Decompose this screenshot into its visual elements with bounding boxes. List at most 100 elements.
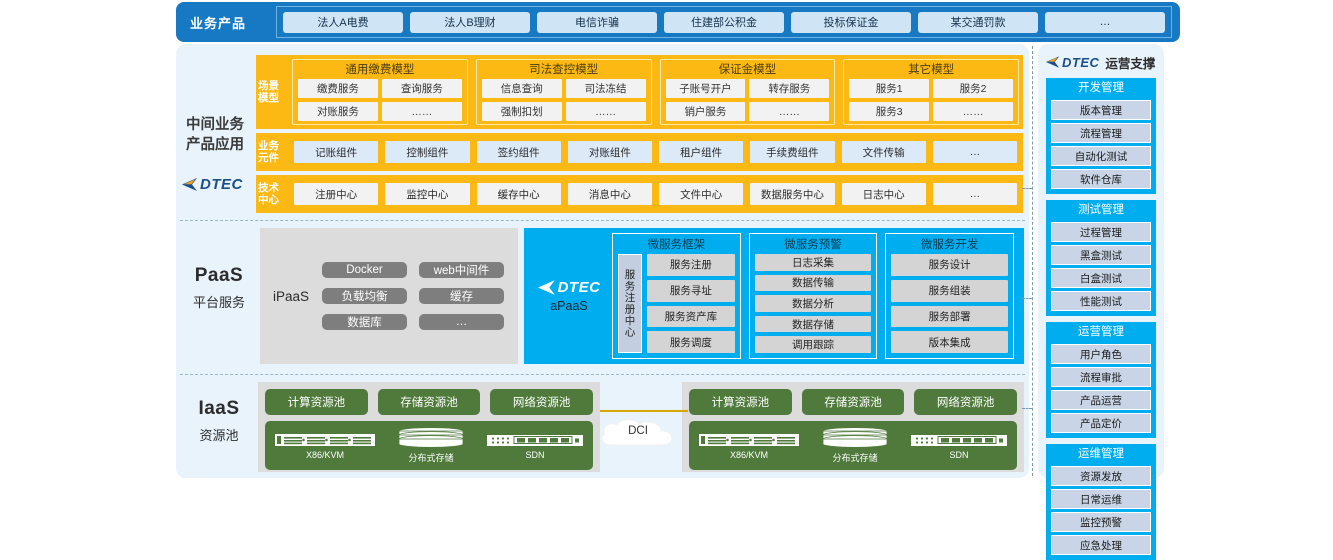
model-cell[interactable]: 服务3 [849, 102, 930, 121]
ipaas-cell[interactable]: Docker [322, 262, 407, 278]
sidebar-section-title: 运营管理 [1078, 326, 1124, 338]
dtec-arrow-icon [1046, 56, 1060, 68]
business-product-title: 业务产品 [190, 15, 247, 31]
switch-icon [911, 434, 1007, 446]
model-cell[interactable]: 强制扣划 [481, 102, 562, 121]
sidebar-item[interactable]: 白盒测试 [1051, 268, 1151, 288]
model-cell[interactable]: 转存服务 [749, 79, 830, 98]
ipaas-cell[interactable]: 缓存 [419, 288, 504, 304]
resource-pool[interactable]: 存储资源池 [377, 389, 481, 415]
sidebar-item[interactable]: 应急处理 [1051, 535, 1151, 555]
technical-center-item[interactable]: 消息中心 [567, 183, 652, 205]
ipaas-cell[interactable]: web中间件 [419, 262, 504, 278]
business-component[interactable]: 文件传输 [841, 141, 926, 163]
ipaas-cell[interactable]: 数据库 [322, 314, 407, 330]
product-chip[interactable]: … [1045, 11, 1165, 33]
dtec-logo-text: DTEC [200, 175, 243, 193]
sidebar-item[interactable]: 过程管理 [1051, 222, 1151, 242]
sidebar-item[interactable]: 黑盒测试 [1051, 245, 1151, 265]
product-chip[interactable]: 住建部公积金 [664, 11, 784, 33]
switch-icon [487, 434, 583, 446]
resource-pool[interactable]: 计算资源池 [689, 389, 792, 415]
product-chip[interactable]: 电信诈骗 [537, 11, 657, 33]
model-cell[interactable]: 司法冻结 [565, 79, 646, 98]
microservice-item[interactable]: 服务资产库 [647, 305, 735, 328]
model-cell[interactable]: …… [565, 102, 646, 121]
sidebar-section-operation: 运营管理 用户角色 流程审批 产品运营 产品定价 [1046, 322, 1156, 438]
resource-pool[interactable]: 网络资源池 [490, 389, 594, 415]
resource-pool[interactable]: 网络资源池 [914, 389, 1018, 415]
sidebar-item[interactable]: 用户角色 [1051, 344, 1151, 364]
microservice-item[interactable]: 版本集成 [891, 331, 1009, 353]
model-cell[interactable]: 服务2 [933, 79, 1013, 98]
model-cell[interactable]: …… [749, 102, 830, 121]
dtec-logo-apaas: DTEC [537, 279, 601, 296]
microservice-item[interactable]: 服务部署 [891, 305, 1009, 328]
sidebar-item[interactable]: 流程审批 [1051, 367, 1151, 387]
technical-center-item[interactable]: … [932, 183, 1017, 205]
microservice-item[interactable]: 服务寻址 [647, 279, 735, 302]
microservice-item[interactable]: 数据存储 [754, 315, 872, 333]
sidebar-item[interactable]: 性能测试 [1051, 291, 1151, 311]
model-cell[interactable]: 服务1 [849, 79, 930, 98]
model-cell[interactable]: 子账号开户 [665, 79, 746, 98]
business-component[interactable]: 租户组件 [659, 141, 744, 163]
sidebar-item[interactable]: 监控预警 [1051, 512, 1151, 532]
model-cell[interactable]: …… [933, 102, 1013, 121]
microservice-item[interactable]: 服务注册 [647, 254, 735, 276]
technical-center-item[interactable]: 日志中心 [841, 183, 926, 205]
microservice-item[interactable]: 数据传输 [754, 274, 872, 292]
model-cell[interactable]: 对账服务 [298, 102, 378, 121]
model-cell[interactable]: …… [381, 102, 462, 121]
product-chip[interactable]: 某交通罚款 [918, 11, 1038, 33]
product-chip[interactable]: 法人A电费 [283, 11, 403, 33]
database-icon [398, 427, 464, 448]
layer-divider-iaas [180, 374, 1025, 375]
ipaas-cell[interactable]: … [419, 314, 504, 330]
business-component[interactable]: 对账组件 [567, 141, 652, 163]
model-cell[interactable]: 销户服务 [665, 102, 746, 121]
model-cell[interactable]: 查询服务 [381, 79, 462, 98]
microservice-item[interactable]: 日志采集 [754, 254, 872, 271]
service-registry-center[interactable]: 服务注册中心 [618, 254, 642, 353]
database-icon [822, 427, 888, 448]
model-cell[interactable]: 信息查询 [481, 79, 562, 98]
middle-layer-label: 中间业务产品应用 [186, 60, 250, 210]
business-component[interactable]: … [932, 141, 1017, 163]
microservice-item[interactable]: 调用跟踪 [754, 336, 872, 353]
model-group-title: 司法查控模型 [529, 64, 599, 76]
microservice-item[interactable]: 服务设计 [891, 254, 1009, 276]
product-chip[interactable]: 法人B理财 [410, 11, 530, 33]
ipaas-cell[interactable]: 负载均衡 [322, 288, 407, 304]
resource-pool[interactable]: 计算资源池 [265, 389, 368, 415]
model-cell[interactable]: 缴费服务 [298, 79, 378, 98]
sidebar-item[interactable]: 软件仓库 [1051, 169, 1151, 189]
business-component[interactable]: 控制组件 [385, 141, 470, 163]
sidebar-section-title: 运维管理 [1078, 448, 1124, 460]
business-component[interactable]: 签约组件 [476, 141, 561, 163]
sidebar-item[interactable]: 版本管理 [1051, 100, 1151, 120]
microservice-item[interactable]: 数据分析 [754, 295, 872, 312]
technical-center-item[interactable]: 缓存中心 [476, 183, 561, 205]
business-component[interactable]: 记账组件 [294, 141, 379, 163]
technical-center-item[interactable]: 数据服务中心 [750, 183, 835, 205]
sidebar-item[interactable]: 日常运维 [1051, 489, 1151, 509]
paas-label-main: PaaS [194, 265, 244, 286]
sidebar-item[interactable]: 自动化测试 [1051, 146, 1151, 166]
product-chip[interactable]: 投标保证金 [791, 11, 911, 33]
sidebar-connector [1022, 188, 1032, 189]
sidebar-item[interactable]: 资源发放 [1051, 466, 1151, 486]
technical-center-item[interactable]: 文件中心 [659, 183, 744, 205]
microservice-development-group: 微服务开发 服务设计 服务组装 服务部署 版本集成 [885, 233, 1015, 359]
sidebar-connector [1022, 298, 1032, 299]
sidebar-item[interactable]: 流程管理 [1051, 123, 1151, 143]
model-group: 通用缴费模型 缴费服务 查询服务 对账服务 …… [292, 59, 468, 125]
technical-center-item[interactable]: 注册中心 [294, 183, 379, 205]
microservice-item[interactable]: 服务调度 [647, 331, 735, 353]
microservice-item[interactable]: 服务组装 [891, 279, 1009, 302]
resource-pool[interactable]: 存储资源池 [801, 389, 905, 415]
business-component[interactable]: 手续费组件 [750, 141, 835, 163]
sidebar-item[interactable]: 产品定价 [1051, 413, 1151, 433]
sidebar-item[interactable]: 产品运营 [1051, 390, 1151, 410]
technical-center-item[interactable]: 监控中心 [385, 183, 470, 205]
